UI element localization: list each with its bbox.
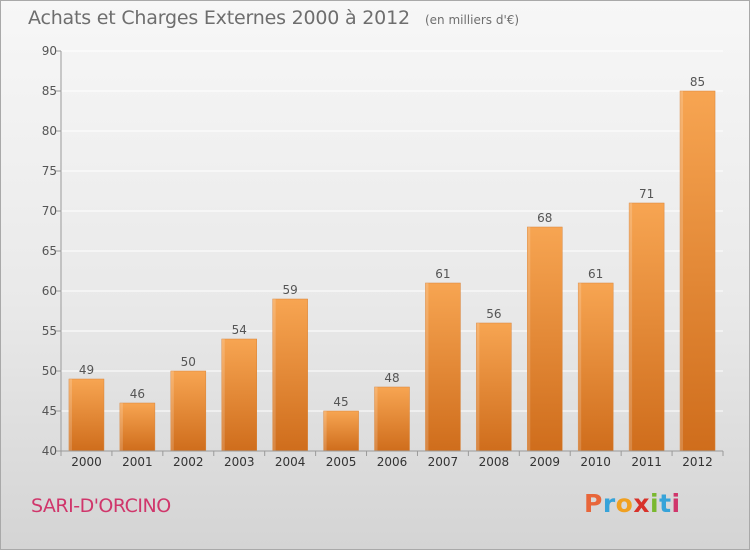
- proxiti-logo[interactable]: Proxiti: [584, 489, 681, 518]
- x-tick-label: 2012: [682, 455, 713, 469]
- data-label: 61: [435, 267, 450, 281]
- data-label: 71: [639, 187, 654, 201]
- x-tick-label: 2009: [529, 455, 560, 469]
- logo-letter: o: [615, 489, 634, 518]
- data-label: 54: [232, 323, 247, 337]
- x-tick-label: 2005: [326, 455, 357, 469]
- data-label: 48: [384, 371, 399, 385]
- title-line: Achats et Charges Externes 2000 à 2012 (…: [28, 7, 519, 29]
- x-tick-label: 2007: [428, 455, 459, 469]
- x-tick-label: 2006: [377, 455, 408, 469]
- bar-2010: [577, 282, 614, 452]
- y-tick-label: 55: [42, 324, 57, 338]
- logo-letter: t: [659, 489, 672, 518]
- y-tick-label: 90: [42, 44, 57, 58]
- bar-highlight: [374, 387, 378, 451]
- bar-2007: [425, 282, 461, 452]
- data-label: 50: [181, 355, 196, 369]
- y-tick-label: 50: [42, 364, 57, 378]
- bar-2004: [272, 298, 308, 452]
- bar-highlight: [425, 283, 429, 451]
- bar-highlight: [629, 203, 633, 451]
- bar-highlight: [680, 91, 684, 451]
- x-tick-label: 2003: [224, 455, 255, 469]
- y-tick-label: 75: [42, 164, 57, 178]
- bar-highlight: [323, 411, 327, 451]
- bar-highlight: [221, 339, 225, 451]
- bar-2009: [527, 226, 563, 452]
- bar-2012: [679, 90, 716, 452]
- bar-2003: [221, 338, 257, 452]
- y-tick-label: 40: [42, 444, 57, 458]
- bar-2008: [476, 322, 512, 452]
- data-label: 61: [588, 267, 603, 281]
- x-tick-label: 2001: [122, 455, 153, 469]
- logo-letter: x: [633, 489, 650, 518]
- bar-highlight: [578, 283, 582, 451]
- bar-2006: [374, 386, 410, 452]
- data-label: 45: [333, 395, 348, 409]
- bar-highlight: [68, 379, 72, 451]
- bar-2000: [68, 378, 105, 452]
- y-tick-label: 65: [42, 244, 57, 258]
- bar-2005: [323, 410, 359, 452]
- bar-highlight: [476, 323, 480, 451]
- bar-highlight: [170, 371, 174, 451]
- logo-letter: i: [650, 489, 660, 518]
- logo-letter: r: [602, 489, 616, 518]
- bar-2002: [170, 370, 207, 452]
- data-label: 68: [537, 211, 552, 225]
- data-label: 85: [690, 75, 705, 89]
- x-tick-label: 2011: [631, 455, 662, 469]
- logo-letter: P: [584, 489, 603, 518]
- bar-highlight: [119, 403, 123, 451]
- data-label: 56: [486, 307, 501, 321]
- place-name: SARI-D'ORCINO: [31, 495, 171, 517]
- y-tick-label: 85: [42, 84, 57, 98]
- chart-unit: (en milliers d'€): [424, 13, 520, 27]
- y-tick-label: 45: [42, 404, 57, 418]
- y-tick-label: 80: [42, 124, 57, 138]
- x-tick-label: 2000: [71, 455, 102, 469]
- data-label: 46: [130, 387, 145, 401]
- bar-highlight: [527, 227, 531, 451]
- bar-2011: [628, 202, 665, 452]
- x-tick-label: 2008: [479, 455, 510, 469]
- x-tick-label: 2010: [580, 455, 611, 469]
- y-tick-label: 60: [42, 284, 57, 298]
- data-label: 49: [79, 363, 94, 377]
- bar-2001: [119, 402, 156, 452]
- logo-letter: i: [671, 489, 681, 518]
- data-label: 59: [283, 283, 298, 297]
- chart-title: Achats et Charges Externes 2000 à 2012: [28, 7, 410, 29]
- x-tick-label: 2002: [173, 455, 204, 469]
- x-tick-label: 2004: [275, 455, 306, 469]
- y-tick-label: 70: [42, 204, 57, 218]
- bar-highlight: [272, 299, 276, 451]
